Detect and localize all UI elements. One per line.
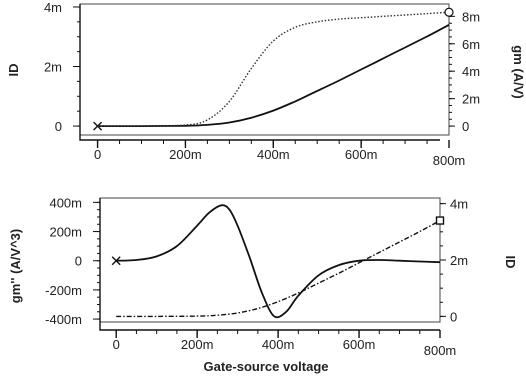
bottom-y-left-tick-label: 400m bbox=[49, 195, 82, 210]
bottom-series-dashdot-line bbox=[116, 219, 441, 318]
bottom-y-right-ticks: 4m 2m 0 bbox=[440, 197, 468, 324]
bottom-x-tick-label: 0 bbox=[113, 337, 120, 352]
bottom-y-left-tick-label: 200m bbox=[49, 225, 82, 240]
top-y-right-label: gm (A/V) bbox=[511, 45, 526, 98]
top-y-right-tick-label: 4m bbox=[462, 64, 480, 79]
top-start-marker bbox=[93, 121, 103, 131]
bottom-series-solid-line bbox=[116, 204, 441, 319]
bottom-series bbox=[111, 204, 445, 319]
top-y-right-tick-label: 6m bbox=[462, 37, 480, 52]
bottom-x-tick-label: 200m bbox=[181, 337, 214, 352]
bottom-x-ticks: 0 200m 400m 600m 800m bbox=[113, 330, 457, 358]
top-x-tick-label: 0 bbox=[94, 147, 101, 162]
top-chart: 0 200m 400m 600m 800m 0 2m 4m 0 2m 4m 6m 8m ID gm … bbox=[6, 0, 526, 168]
bottom-y-left-tick-label: -400m bbox=[45, 312, 82, 327]
bottom-y-right-tick-label: 0 bbox=[450, 309, 457, 324]
x-axis-title: Gate-source voltage bbox=[204, 359, 329, 374]
top-y-left-tick-label: 0 bbox=[55, 119, 62, 134]
top-x-ticks: 0 200m 400m 600m 800m bbox=[94, 140, 465, 168]
bottom-y-right-tick-label: 2m bbox=[450, 253, 468, 268]
bottom-x-tick-label: 800m bbox=[424, 343, 457, 358]
top-series bbox=[93, 7, 454, 131]
bottom-x-tick-label: 600m bbox=[343, 337, 376, 352]
top-y-right-tick-label: 0 bbox=[462, 119, 469, 134]
bottom-y-right-tick-label: 4m bbox=[450, 197, 468, 212]
top-x-tick-label: 800m bbox=[433, 153, 466, 168]
top-plot-frame bbox=[79, 3, 450, 136]
bottom-axes bbox=[99, 198, 440, 331]
top-series-solid-line bbox=[97, 24, 450, 127]
bottom-end-marker bbox=[435, 216, 445, 225]
top-y-left-ticks: 0 2m 4m bbox=[44, 0, 80, 134]
top-y-right-tick-label: 8m bbox=[462, 9, 480, 24]
bottom-y-right-label: ID bbox=[503, 256, 518, 269]
top-y-left-tick-label: 4m bbox=[44, 0, 62, 15]
bottom-x-tick-label: 400m bbox=[262, 337, 295, 352]
bottom-chart: 0 200m 400m 600m 800m 400m 200m 0 -200m -400m 4m… bbox=[8, 195, 518, 374]
bottom-y-left-tick-label: -200m bbox=[45, 283, 82, 298]
top-axes bbox=[79, 4, 440, 141]
top-y-left-tick-label: 2m bbox=[44, 60, 62, 75]
bottom-y-left-ticks: 400m 200m 0 -200m -400m bbox=[45, 195, 100, 327]
top-y-left-label: ID bbox=[6, 64, 21, 77]
top-x-tick-label: 200m bbox=[169, 147, 202, 162]
bottom-y-left-tick-label: 0 bbox=[75, 254, 82, 269]
bottom-start-marker bbox=[111, 256, 121, 266]
top-x-tick-label: 400m bbox=[257, 147, 290, 162]
top-y-right-tick-label: 2m bbox=[462, 92, 480, 107]
top-series-dotted-line bbox=[97, 11, 450, 127]
top-x-tick-label: 600m bbox=[345, 147, 378, 162]
top-end-marker bbox=[444, 7, 454, 17]
top-y-right-ticks: 0 2m 4m 6m 8m bbox=[449, 9, 480, 134]
bottom-y-left-label: gm'' (A/V^3) bbox=[8, 229, 23, 303]
